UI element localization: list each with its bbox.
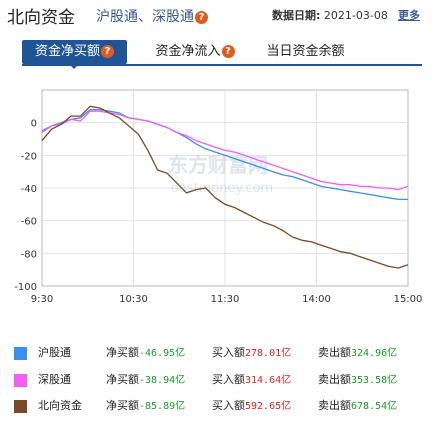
sell-label: 卖出额 (318, 373, 351, 386)
net-value: -46.95亿 (139, 348, 186, 359)
date-label: 数据日期: (272, 9, 321, 22)
x-tick-label: 10:30 (119, 294, 148, 305)
series-line-北向资金 (41, 105, 409, 269)
legend-name: 北向资金 (38, 399, 82, 412)
net-label: 净买额 (106, 346, 139, 359)
legend-net-buy: 净买额-85.89亿 (106, 394, 185, 419)
legend-name: 沪股通 (38, 346, 71, 359)
buy-value: 592.65亿 (245, 401, 292, 412)
legend-sell: 卖出额678.54亿 (318, 394, 397, 419)
subtitle: 沪股通、深股通? (96, 6, 208, 26)
subtitle-text: 沪股通、深股通 (96, 9, 194, 25)
date-value: 2021-03-08 (323, 9, 388, 22)
buy-value: 314.64亿 (245, 375, 292, 386)
legend-row-sh: 沪股通 净买额-46.95亿 买入额278.01亿 卖出额324.96亿 (0, 341, 434, 365)
buy-value: 278.01亿 (245, 348, 292, 359)
x-tick-label: 14:00 (302, 294, 331, 305)
net-label: 净买额 (106, 373, 139, 386)
y-tick-label: -20 (21, 151, 37, 162)
x-tick-label: 9:30 (31, 294, 53, 305)
y-tick-label: 0 (31, 119, 37, 130)
help-icon[interactable]: ? (101, 45, 114, 58)
watermark-text-en: eastmoney.com (171, 181, 273, 196)
data-date: 数据日期: 2021-03-08 (272, 7, 388, 23)
legend-buy: 买入额592.65亿 (212, 394, 291, 419)
net-value: -38.94亿 (139, 375, 186, 386)
header: 北向资金 沪股通、深股通? 数据日期: 2021-03-08 更多 (0, 0, 434, 30)
buy-label: 买入额 (212, 373, 245, 386)
net-label: 净买额 (106, 399, 139, 412)
legend-buy: 买入额278.01亿 (212, 341, 291, 366)
net-value: -85.89亿 (139, 401, 186, 412)
more-link[interactable]: 更多 (398, 9, 420, 22)
y-tick-label: -100 (14, 282, 37, 293)
northbound-flow-chart: 东方财富网 eastmoney.com 0 -20 -40 -60 -80 -1009:3… (14, 89, 422, 305)
legend-buy: 买入额314.64亿 (212, 368, 291, 393)
legend-swatch (14, 374, 27, 387)
sell-value: 353.58亿 (351, 375, 398, 386)
legend-name: 深股通 (38, 373, 71, 386)
legend-swatch (14, 347, 27, 360)
buy-label: 买入额 (212, 399, 245, 412)
legend-net-buy: 净买额-46.95亿 (106, 341, 185, 366)
legend-row-north: 北向资金 净买额-85.89亿 买入额592.65亿 卖出额678.54亿 (0, 394, 434, 418)
tab-bar: 资金净买额? 资金净流入? 当日资金余额 (22, 40, 422, 69)
legend-swatch (14, 400, 27, 413)
y-tick-label: -80 (21, 249, 37, 260)
page-title: 北向资金 (7, 8, 75, 28)
watermark-text-cn: 东方财富网 (168, 153, 268, 177)
tab-net-buy-label: 资金净买额 (34, 44, 100, 59)
tab-net-buy[interactable]: 资金净买额? (22, 40, 127, 64)
legend-row-sz: 深股通 净买额-38.94亿 买入额314.64亿 卖出额353.58亿 (0, 368, 434, 392)
help-icon[interactable]: ? (221, 45, 235, 58)
x-tick-label: 11:30 (211, 294, 240, 305)
help-icon[interactable]: ? (195, 11, 208, 24)
y-tick-label: -40 (21, 184, 37, 195)
tab-balance[interactable]: 当日资金余额 (263, 40, 348, 64)
sell-label: 卖出额 (318, 346, 351, 359)
chart-series (41, 105, 409, 269)
legend-table: 沪股通 净买额-46.95亿 买入额278.01亿 卖出额324.96亿 深股通… (0, 338, 434, 421)
sell-value: 324.96亿 (351, 348, 398, 359)
legend-sell: 卖出额324.96亿 (318, 341, 397, 366)
tab-net-inflow[interactable]: 资金净流入? (150, 40, 240, 64)
tab-underline (22, 64, 422, 66)
buy-label: 买入额 (212, 346, 245, 359)
tab-net-inflow-label: 资金净流入 (155, 44, 221, 59)
legend-sell: 卖出额353.58亿 (318, 368, 397, 393)
watermark: 东方财富网 eastmoney.com (168, 153, 273, 196)
legend-net-buy: 净买额-38.94亿 (106, 368, 185, 393)
x-tick-label: 15:00 (394, 294, 423, 305)
sell-label: 卖出额 (318, 399, 351, 412)
sell-value: 678.54亿 (351, 401, 398, 412)
y-tick-label: -60 (21, 217, 37, 228)
tab-balance-label: 当日资金余额 (266, 44, 345, 59)
tab-pointer-icon (69, 64, 79, 69)
series-line-深股通 (41, 110, 409, 191)
